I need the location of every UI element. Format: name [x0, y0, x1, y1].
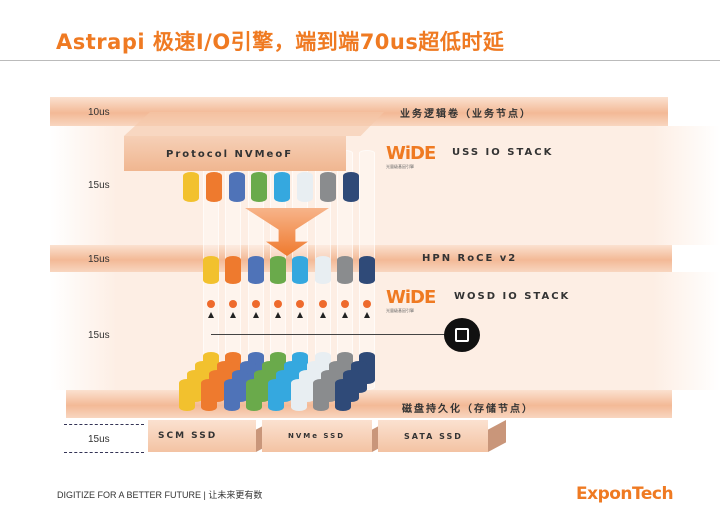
io-dot-icon — [363, 300, 372, 308]
wosd-stack-label: WOSD IO STACK — [454, 291, 571, 302]
io-dot-icon — [318, 300, 327, 308]
slide-title: Astrapi 极速I/O引擎，端到端70us超低时延 — [56, 30, 505, 54]
arrow-up-icon — [208, 312, 214, 318]
protocol-slab — [124, 136, 346, 171]
disk-cylinder — [268, 379, 285, 411]
uss-cylinder — [342, 172, 359, 202]
network-cylinder — [269, 256, 286, 284]
network-cylinder — [203, 256, 219, 284]
arrow-up-icon — [341, 312, 348, 318]
io-dot-icon — [251, 300, 260, 308]
disk-layer-label: 磁盘持久化（存储节点） — [402, 404, 534, 415]
uss-latency: 15us — [88, 180, 110, 191]
media-latency: 15us — [88, 434, 110, 445]
io-dot-icon — [207, 300, 215, 308]
uss-cylinder — [205, 172, 222, 202]
disk-cylinder — [312, 379, 329, 411]
app-layer-label: 业务逻辑卷（业务节点） — [400, 109, 532, 120]
arrow-up-icon — [274, 312, 281, 318]
io-dot-icon — [340, 300, 349, 308]
arrow-up-icon — [364, 312, 371, 318]
network-cylinder — [292, 256, 309, 284]
uss-cylinder — [251, 172, 268, 202]
disk-cylinder — [245, 379, 262, 411]
protocol-label: Protocol NVMeoF — [166, 149, 294, 160]
disk-cylinder — [335, 379, 352, 411]
wide-logo: WiDE 光量级基因引擎 — [386, 287, 436, 314]
network-cylinder — [336, 256, 353, 284]
network-cylinder — [359, 256, 376, 284]
io-dot-icon — [229, 300, 238, 308]
uss-cylinder — [297, 172, 313, 202]
disk-layer-band — [66, 390, 672, 418]
dashed-line — [64, 452, 144, 453]
wide-logo-sub: 光量级基因引擎 — [386, 308, 414, 313]
brand-logo: ExponTech — [576, 484, 674, 504]
cpu-chip-icon — [444, 318, 480, 352]
title-divider — [0, 60, 720, 61]
network-cylinder — [314, 256, 331, 284]
disk-cylinder — [223, 379, 240, 411]
wosd-zone — [50, 272, 720, 390]
wide-logo-text: WiDE — [386, 143, 436, 164]
app-latency: 10us — [88, 107, 110, 118]
arrow-up-icon — [230, 312, 237, 318]
wide-logo-sub: 光量级基因引擎 — [386, 164, 414, 169]
arrow-up-icon — [252, 312, 259, 318]
footer-slogan: DIGITIZE FOR A BETTER FUTURE | 让未来更有数 — [57, 490, 263, 500]
sata-ssd-block: SATA SSD — [378, 420, 488, 452]
uss-cylinder — [183, 172, 199, 202]
network-latency: 15us — [88, 254, 110, 265]
disk-cylinder — [201, 379, 218, 411]
uss-stack-label: USS IO STACK — [452, 147, 554, 158]
disk-cylinder — [290, 379, 307, 411]
arrow-up-icon — [297, 312, 304, 318]
uss-cylinder — [228, 172, 245, 202]
uss-cylinder — [274, 172, 291, 202]
scm-ssd-block: SCM SSD — [148, 420, 256, 452]
wide-logo-text: WiDE — [386, 287, 436, 308]
io-dot-icon — [273, 300, 282, 308]
cpu-bus-line — [211, 334, 446, 335]
disk-cylinder — [179, 379, 195, 411]
dashed-line — [64, 424, 144, 425]
protocol-slab-top — [124, 112, 384, 136]
nvme-ssd-block: NVMe SSD — [262, 420, 372, 452]
network-layer-label: HPN RoCE v2 — [422, 253, 518, 264]
network-cylinder — [225, 256, 242, 284]
io-dot-icon — [296, 300, 305, 308]
uss-cylinder — [319, 172, 336, 202]
network-cylinder — [247, 256, 264, 284]
wide-logo: WiDE 光量级基因引擎 — [386, 143, 436, 170]
wosd-latency: 15us — [88, 330, 110, 341]
arrow-up-icon — [319, 312, 326, 318]
